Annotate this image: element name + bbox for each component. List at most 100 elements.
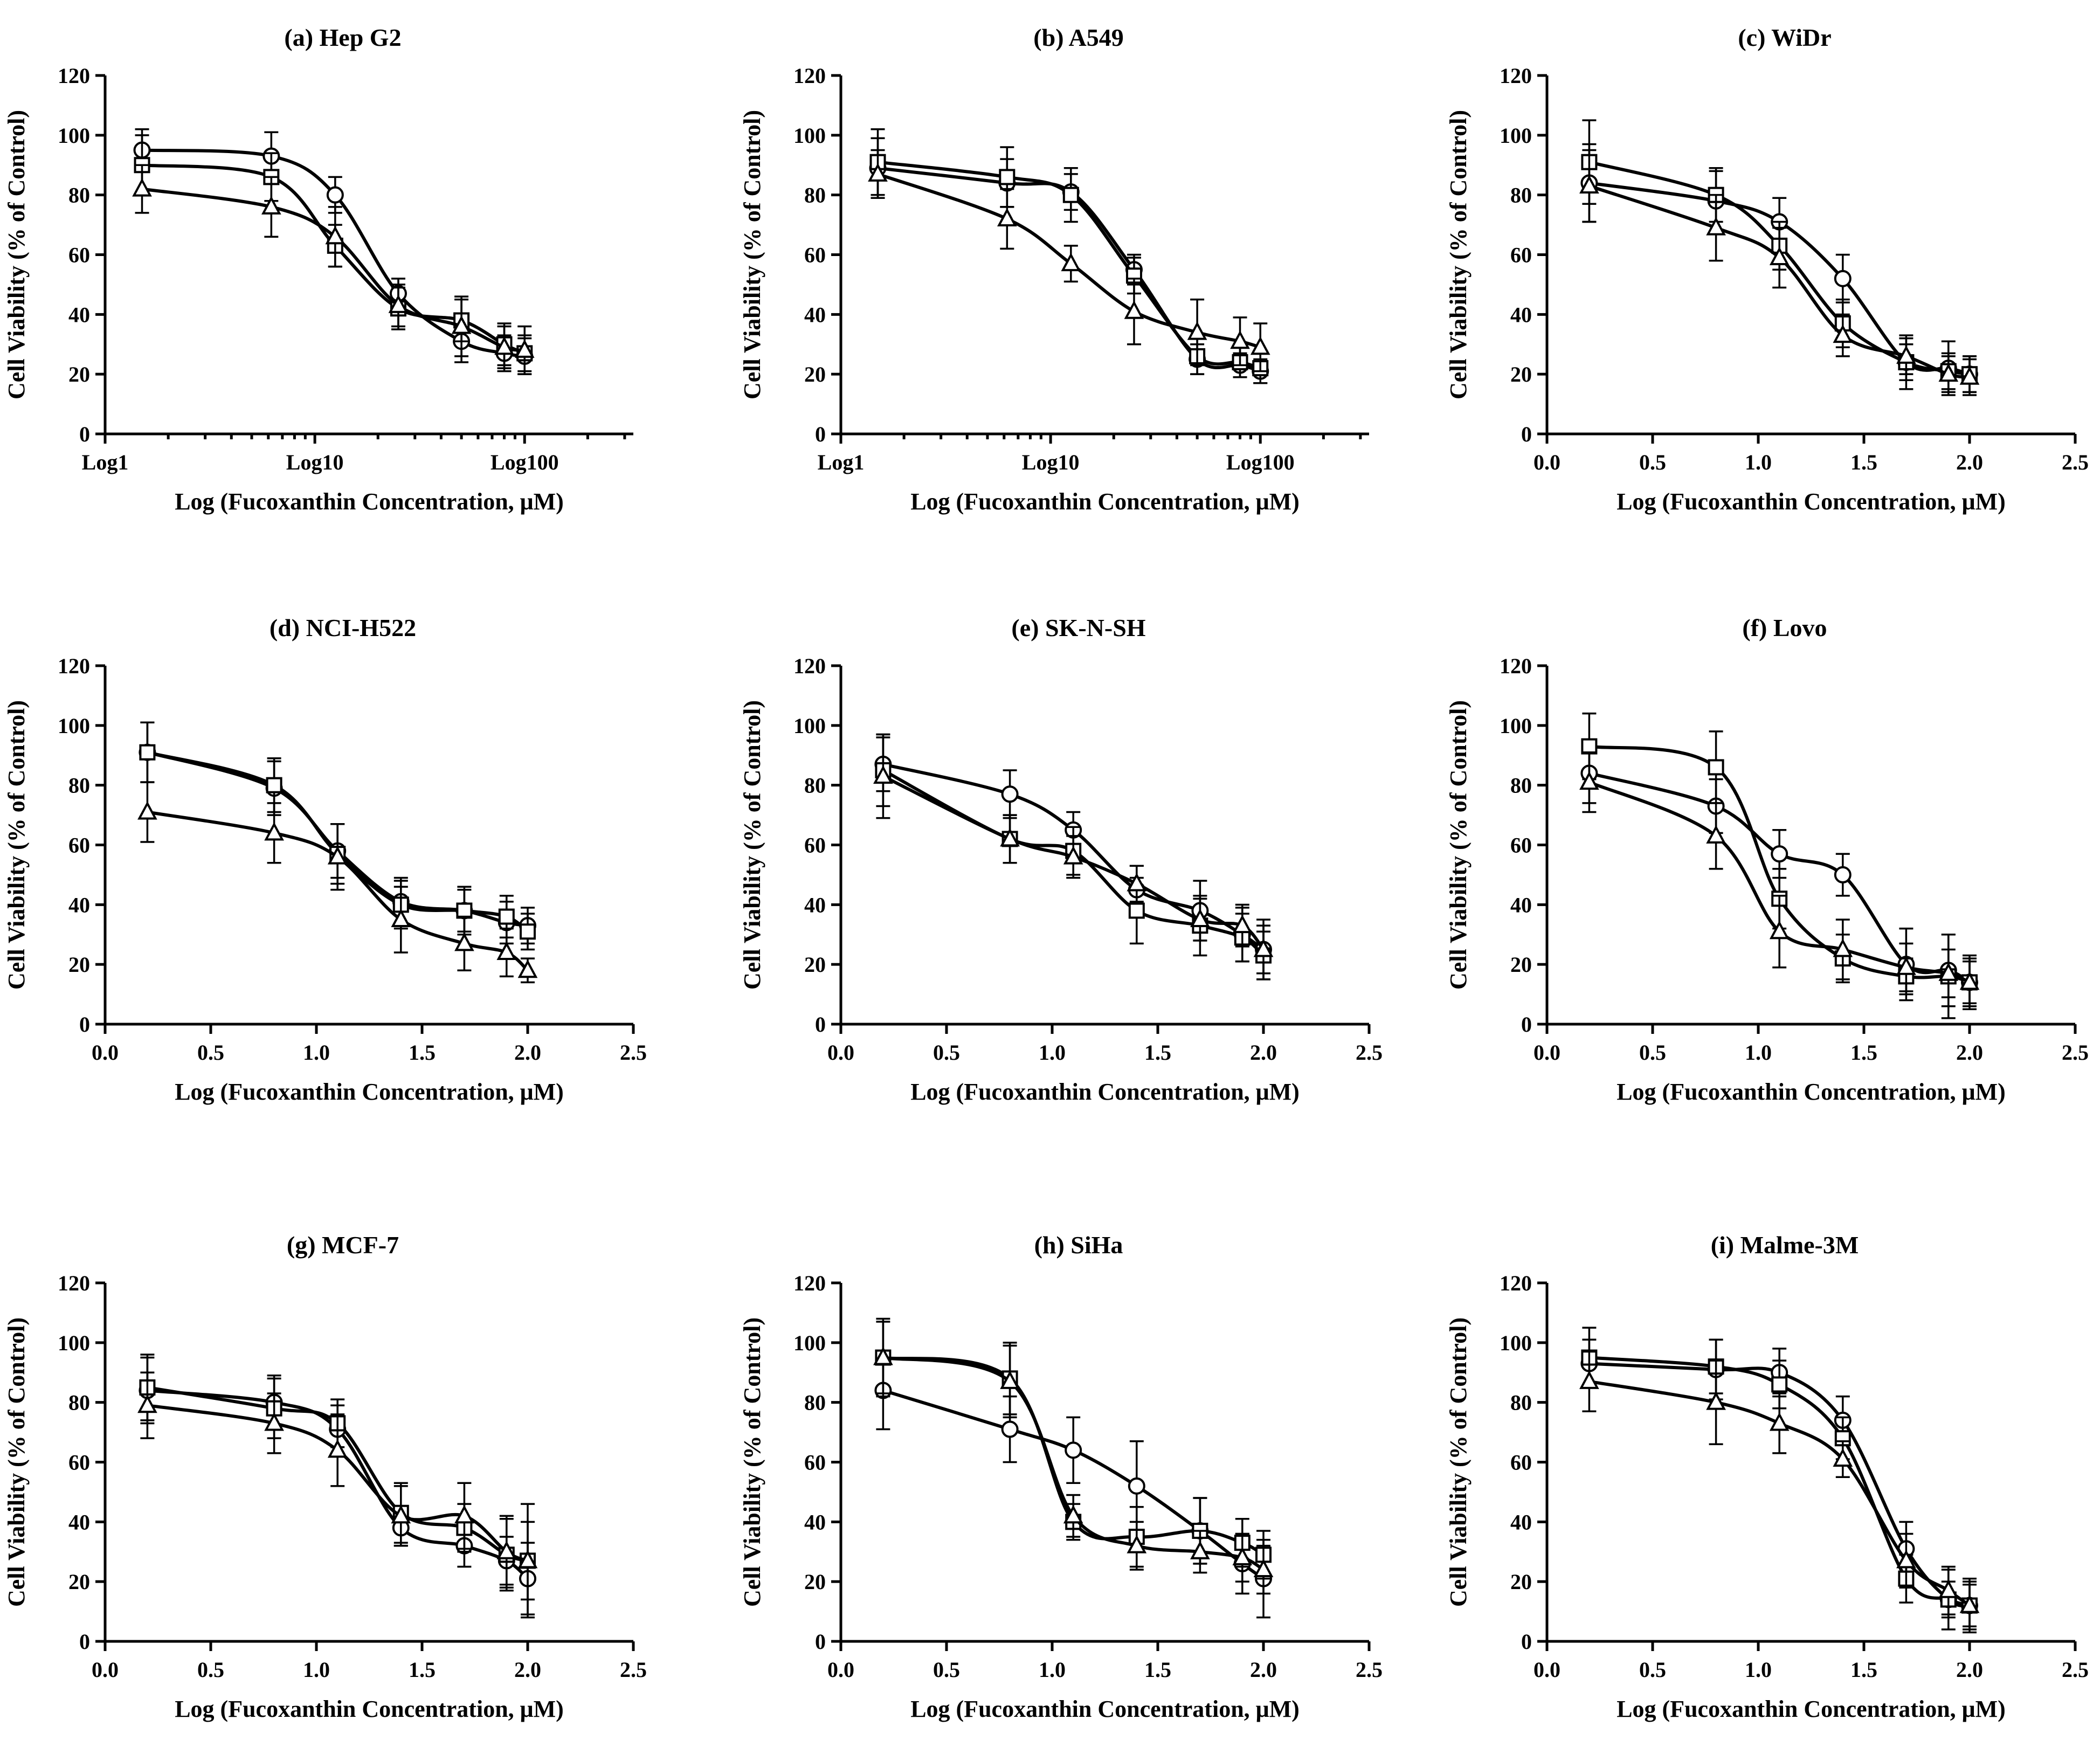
x-tick-label: 2.5 — [2062, 450, 2089, 474]
x-tick-label: 1.5 — [1144, 1658, 1171, 1682]
chart-title: (i) Malme-3M — [1711, 1231, 1859, 1259]
chart-title: (d) NCI-H522 — [270, 614, 416, 641]
x-tick-label: Log10 — [286, 450, 344, 474]
chart-title: (a) Hep G2 — [284, 24, 401, 51]
triangle-data-point — [868, 163, 888, 182]
triangle-data-point — [997, 208, 1017, 226]
triangle-data-point — [1579, 175, 1599, 194]
x-axis-label: Log (Fucoxanthin Concentration, μM) — [910, 1696, 1300, 1722]
y-tick-label: 20 — [68, 362, 90, 386]
triangle-data-point — [1896, 345, 1916, 364]
triangle-data-point — [1232, 914, 1253, 934]
triangle-data-point — [325, 226, 346, 245]
triangle-data-point — [137, 801, 157, 820]
y-tick-label: 20 — [1510, 952, 1532, 977]
triangle-fit-curve — [142, 187, 525, 352]
triangle-data-point — [496, 1541, 517, 1559]
triangle-data-point — [327, 846, 348, 865]
square-fit-curve — [147, 750, 529, 933]
y-tick-label: 40 — [804, 893, 826, 917]
triangle-data-point — [1000, 828, 1020, 847]
triangle-data-point — [1959, 971, 1980, 990]
x-tick-label: 0.0 — [827, 1040, 854, 1065]
circle-fit-curve — [878, 166, 1261, 373]
triangle-data-point — [388, 294, 409, 313]
y-tick-label: 20 — [1510, 362, 1532, 386]
triangle-data-point — [496, 941, 517, 960]
x-tick-label: 0.5 — [1639, 1040, 1666, 1065]
x-tick-label: 2.5 — [620, 1040, 647, 1065]
triangle-data-point — [1769, 246, 1790, 266]
triangle-fit-curve — [147, 810, 529, 972]
x-tick-label: 1.5 — [1850, 450, 1877, 474]
square-data-point — [520, 923, 536, 940]
y-tick-label: 80 — [1510, 774, 1532, 798]
y-tick-label: 40 — [68, 1510, 90, 1534]
x-tick-label: 0.0 — [1533, 1658, 1560, 1682]
triangle-data-point — [1896, 1550, 1916, 1569]
y-tick-label: 20 — [804, 952, 826, 977]
x-tick-label: 0.5 — [197, 1658, 224, 1682]
triangle-data-point — [1959, 366, 1980, 385]
x-tick-label: 2.5 — [2062, 1040, 2089, 1065]
x-tick-label: 0.5 — [197, 1040, 224, 1065]
y-tick-label: 40 — [1510, 302, 1532, 327]
x-axis-label: Log (Fucoxanthin Concentration, μM) — [1617, 1696, 2006, 1722]
square-data-point — [139, 744, 156, 761]
chart-panel: (d) NCI-H522 0 20 40 60 80 100 120 0.0 0.5 1.0 1.5 2… — [3, 614, 647, 1105]
y-tick-label: 40 — [804, 1510, 826, 1534]
triangle-data-point — [261, 196, 281, 215]
chart-title: (c) WiDr — [1738, 24, 1831, 51]
y-tick-label: 0 — [815, 1012, 826, 1037]
y-tick-label: 40 — [1510, 1510, 1532, 1534]
circle-data-point — [1834, 866, 1852, 883]
square-data-point — [456, 902, 473, 919]
y-tick-label: 0 — [1521, 422, 1532, 446]
square-data-point — [498, 908, 515, 925]
x-tick-label: 1.0 — [303, 1040, 330, 1065]
triangle-data-point — [1769, 920, 1790, 940]
triangle-data-point — [1706, 1391, 1726, 1410]
chart-title: (h) SiHa — [1034, 1231, 1123, 1259]
x-tick-label: 2.0 — [1250, 1658, 1277, 1682]
circle-data-point — [1128, 1477, 1145, 1495]
square-data-point — [1771, 1376, 1788, 1393]
y-tick-label: 20 — [68, 952, 90, 977]
triangle-fit-curve — [147, 1404, 529, 1563]
x-tick-label: Log10 — [1022, 450, 1080, 474]
x-tick-label: 2.5 — [1356, 1658, 1383, 1682]
x-tick-label: Log100 — [491, 450, 559, 474]
y-tick-label: 120 — [1500, 654, 1532, 678]
triangle-data-point — [1938, 962, 1959, 981]
y-tick-label: 40 — [68, 302, 90, 327]
x-tick-label: 1.0 — [303, 1658, 330, 1682]
y-tick-label: 40 — [1510, 893, 1532, 917]
square-data-point — [266, 777, 282, 793]
y-tick-label: 100 — [1500, 714, 1532, 738]
y-tick-label: 100 — [58, 123, 90, 148]
y-tick-label: 40 — [68, 893, 90, 917]
x-tick-label: 2.0 — [1250, 1040, 1277, 1065]
triangle-data-point — [1127, 1535, 1147, 1553]
x-axis-label: Log (Fucoxanthin Concentration, μM) — [1617, 1079, 2006, 1105]
x-tick-label: 2.0 — [514, 1658, 541, 1682]
triangle-data-point — [1579, 771, 1599, 790]
triangle-data-point — [873, 765, 893, 784]
chart-panel: (c) WiDr 0 20 40 60 80 100 120 0.0 0.5 1.0 1.5 2.0 2.… — [1445, 24, 2089, 515]
x-axis-label: Log (Fucoxanthin Concentration, μM) — [910, 1079, 1300, 1105]
y-tick-label: 100 — [793, 1331, 826, 1355]
triangle-fit-curve — [1588, 1379, 1971, 1607]
circle-data-point — [1001, 785, 1019, 803]
x-tick-label: Log100 — [1226, 450, 1295, 474]
x-tick-label: 1.5 — [409, 1040, 436, 1065]
triangle-data-point — [451, 315, 472, 334]
triangle-data-point — [514, 339, 535, 358]
x-tick-label: Log1 — [82, 450, 129, 474]
triangle-data-point — [391, 1505, 411, 1524]
x-tick-label: 0.0 — [1533, 1040, 1560, 1065]
x-tick-label: 1.5 — [1144, 1040, 1171, 1065]
circle-data-point — [1065, 1441, 1082, 1459]
y-tick-label: 120 — [1500, 64, 1532, 88]
triangle-data-point — [1127, 873, 1147, 892]
y-axis-label: Cell Viability (% of Control) — [3, 1317, 30, 1607]
